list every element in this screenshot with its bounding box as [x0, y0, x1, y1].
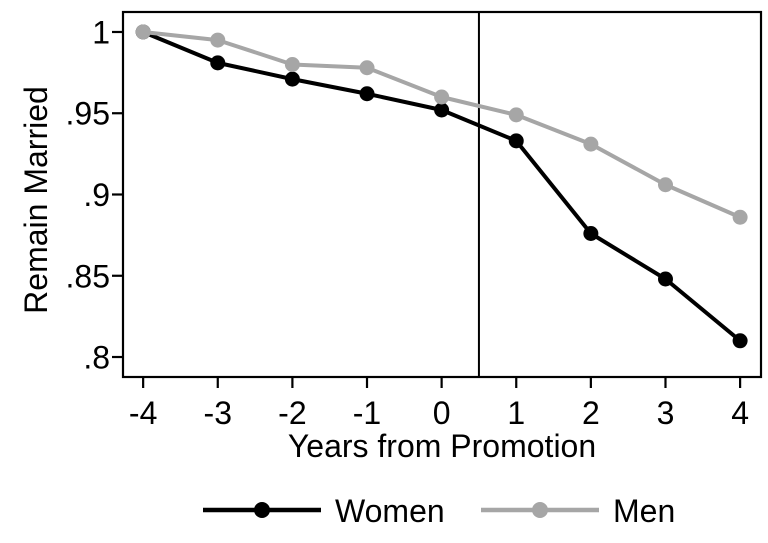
x-tick-label: -3: [204, 395, 232, 431]
men-marker: [508, 107, 524, 123]
x-tick-label: -1: [353, 395, 381, 431]
women-marker: [508, 133, 524, 149]
women-marker: [359, 86, 375, 102]
legend-marker-men: [532, 502, 548, 518]
men-marker: [284, 56, 300, 72]
y-tick-label: .95: [66, 96, 110, 132]
men-marker: [434, 89, 450, 105]
women-marker: [210, 55, 226, 71]
women-line: [141, 29, 743, 343]
legend-item-men: Men: [481, 493, 675, 529]
legend-label-men: Men: [613, 493, 675, 529]
men-marker: [135, 24, 151, 40]
x-tick-label: 4: [731, 395, 749, 431]
y-tick-label: .85: [66, 258, 110, 294]
x-tick-label: 2: [582, 395, 600, 431]
x-tick-label: -4: [129, 395, 157, 431]
women-marker: [284, 71, 300, 87]
women-marker: [434, 102, 450, 118]
x-tick-label: -2: [278, 395, 306, 431]
x-tick-label: 3: [657, 395, 675, 431]
x-tick-label: 1: [507, 395, 525, 431]
legend-marker-women: [254, 502, 270, 518]
y-axis-title: Remain Married: [18, 86, 54, 314]
men-marker: [657, 177, 673, 193]
x-axis-title: Years from Promotion: [288, 428, 596, 464]
men-marker: [583, 136, 599, 152]
women-marker: [583, 226, 599, 242]
y-tick-label: .8: [83, 340, 110, 376]
men-line: [141, 29, 743, 220]
men-marker: [732, 209, 748, 225]
men-marker: [210, 32, 226, 48]
women-marker: [732, 333, 748, 349]
x-tick-label: 0: [433, 395, 451, 431]
legend: Women Men: [203, 493, 675, 529]
legend-item-women: Women: [203, 493, 445, 529]
men-marker: [359, 60, 375, 76]
women-marker: [657, 271, 673, 287]
y-tick-label: 1: [92, 14, 110, 50]
plot-border: [121, 10, 763, 379]
y-tick-label: .9: [83, 177, 110, 213]
legend-label-women: Women: [335, 493, 445, 529]
